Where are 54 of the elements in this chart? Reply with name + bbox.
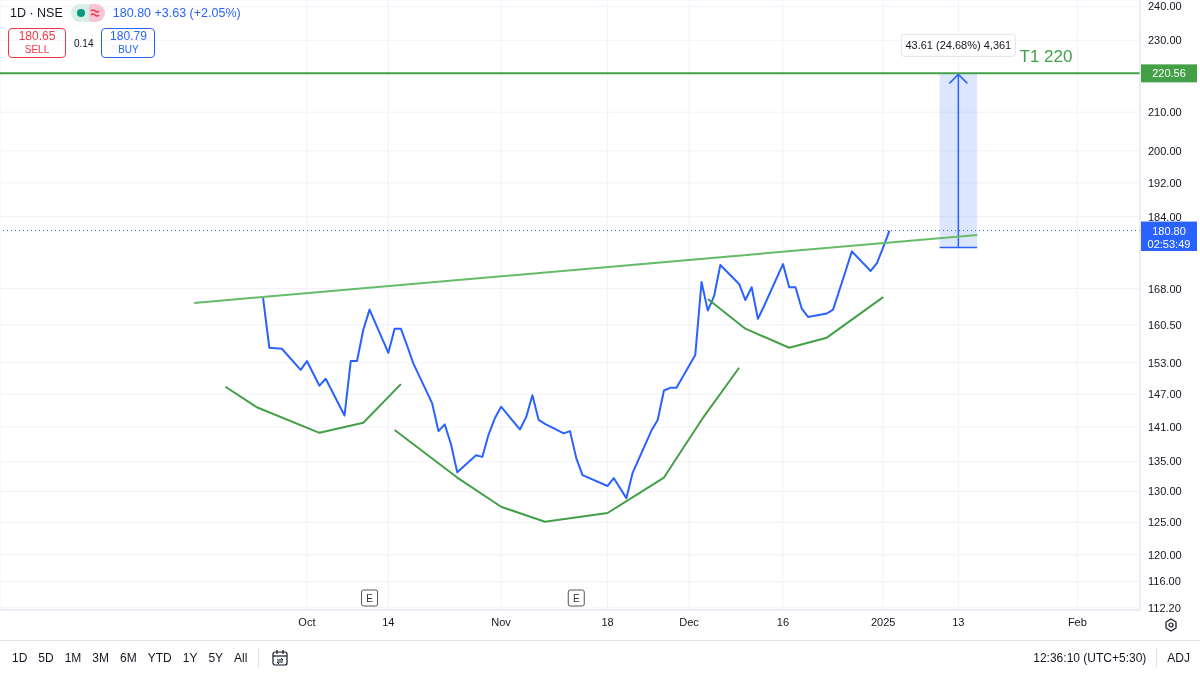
x-tick-label: Feb	[1067, 615, 1087, 628]
y-tick-label: 200.00	[1148, 144, 1182, 157]
annotation: BUY	[117, 43, 140, 56]
x-tick-label: 18	[601, 615, 614, 628]
text: 3M	[92, 651, 110, 665]
x-tick-label: Dec	[679, 615, 700, 628]
y-tick-label: 147.00	[1148, 388, 1182, 401]
line-series	[224, 383, 402, 434]
text: 12:36:10 (UTC+5:30)	[1033, 651, 1147, 665]
x-tick-label: 14	[382, 615, 395, 628]
annotation: 180.65	[17, 29, 57, 43]
annotation: 180.79	[109, 29, 148, 43]
y-tick-label: 141.00	[1148, 421, 1182, 434]
x-tick-label: Nov	[491, 615, 512, 628]
annotation: 180.80 +3.63 (+2.05%)	[112, 6, 241, 20]
ref-line-label: 220.56	[1152, 67, 1186, 80]
text: 5Y	[208, 651, 224, 665]
y-tick-label: 210.00	[1148, 106, 1182, 119]
text: 1M	[64, 651, 82, 665]
text: YTD	[147, 651, 172, 665]
annotation: E	[366, 593, 374, 604]
y-tick-label: 192.00	[1148, 176, 1182, 189]
annotation: T1 220	[1019, 47, 1073, 67]
annotation: 0.14	[74, 37, 94, 49]
annotation: 43.61 (24.68%) 4,361	[905, 39, 1012, 52]
y-tick-label: 116.00	[1148, 575, 1181, 588]
text: ADJ	[1167, 651, 1190, 665]
x-tick-label: 13	[952, 615, 965, 628]
y-tick-label: 112.20	[1148, 601, 1181, 614]
y-tick-label: 120.00	[1148, 548, 1182, 561]
text: 6M	[120, 651, 137, 665]
y-tick-label: 240.00	[1148, 0, 1182, 13]
y-tick-label: 130.00	[1148, 485, 1182, 498]
x-tick-label: 16	[776, 615, 790, 628]
text: All	[234, 651, 248, 665]
y-tick-label: 160.50	[1148, 318, 1182, 331]
annotation: E	[572, 593, 580, 604]
y-tick-label: 125.00	[1148, 516, 1182, 529]
ref-line-label: 180.80	[1152, 224, 1186, 237]
annotation: SELL	[23, 43, 51, 56]
text: 1Y	[182, 651, 198, 665]
x-tick-label: 2025	[870, 615, 896, 628]
y-tick-label: 168.00	[1148, 282, 1182, 295]
y-tick-label: 153.00	[1148, 356, 1182, 369]
y-tick-label: 184.00	[1148, 210, 1182, 223]
y-tick-label: 135.00	[1148, 455, 1182, 468]
x-tick-label: Oct	[298, 615, 316, 628]
line-series	[393, 366, 741, 523]
text: 5D	[38, 651, 54, 665]
text: 1D · NSE	[10, 6, 63, 20]
text: 1D	[12, 651, 28, 665]
line-series	[706, 296, 885, 349]
y-tick-label: 230.00	[1148, 34, 1182, 47]
text: 02:53:49	[1141, 238, 1197, 251]
